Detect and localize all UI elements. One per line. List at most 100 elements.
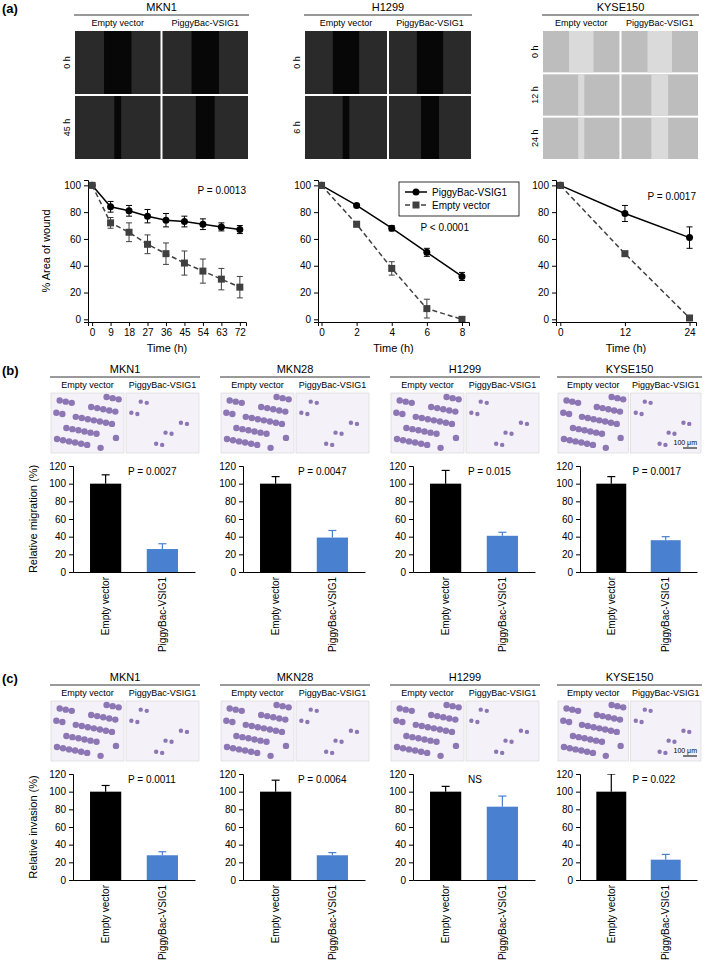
stained-cell <box>239 400 245 406</box>
x-tick-label: PiggyBac-VSIG1 <box>660 577 671 652</box>
y-tick: 120 <box>219 461 243 472</box>
y-tick-label: 120 <box>49 769 66 780</box>
stained-cell <box>431 725 437 731</box>
y-tick: 100 <box>219 478 243 489</box>
y-tick: 60 <box>55 822 73 833</box>
stained-cell <box>113 435 119 441</box>
micrograph <box>558 701 629 761</box>
y-tick: 0 <box>75 314 88 325</box>
y-tick: 60 <box>55 514 73 525</box>
x-axis-line <box>581 880 698 881</box>
stained-cell <box>263 431 269 437</box>
plot-area <box>557 182 693 322</box>
image-column-label: Empty vector <box>555 18 608 28</box>
y-tick: 80 <box>70 207 88 218</box>
stained-cell <box>393 410 399 416</box>
y-tick: 20 <box>395 549 413 560</box>
y-tick: 40 <box>538 260 556 271</box>
stained-cell <box>226 397 232 403</box>
y-tick: 60 <box>538 234 556 245</box>
stained-cell <box>109 421 115 427</box>
stained-cell <box>85 416 91 422</box>
y-tick-label: 80 <box>55 496 67 507</box>
stained-cell <box>66 438 72 444</box>
y-tick-mark <box>239 809 243 810</box>
x-tick-label: Empty vector <box>440 884 451 943</box>
error-bar <box>145 209 151 222</box>
y-tick-mark <box>239 792 243 793</box>
stained-cell <box>617 716 623 722</box>
y-tick: 40 <box>55 531 73 542</box>
error-cap <box>163 213 169 214</box>
x-tick-label: 6 <box>425 327 431 338</box>
x-tick: 72 <box>235 322 247 338</box>
x-tick: 18 <box>124 322 136 338</box>
stained-cell <box>236 438 242 444</box>
y-tick-mark <box>239 862 243 863</box>
stained-cell <box>69 400 75 406</box>
stained-cell <box>299 411 303 415</box>
y-tick: 100 <box>389 478 413 489</box>
stained-cell <box>639 412 643 416</box>
y-tick-mark <box>69 774 73 775</box>
x-tick: 0 <box>90 322 96 338</box>
y-tick: 0 <box>60 875 73 886</box>
error-cap <box>200 259 206 260</box>
scale-bar <box>683 756 697 757</box>
x-tick: 63 <box>216 322 228 338</box>
data-point <box>236 284 243 291</box>
panel-label: (b) <box>2 363 19 378</box>
stained-cell <box>453 743 459 749</box>
stained-cell <box>88 712 94 718</box>
stained-cell <box>276 407 282 413</box>
stained-cell <box>103 702 109 708</box>
error-cap <box>181 275 187 276</box>
x-tick-label: PiggyBac-VSIG1 <box>327 885 338 960</box>
bar-chart: KYSE150Empty vectorPiggyBac-VSIG1100 μm0… <box>556 671 702 960</box>
x-tick: 24 <box>684 322 696 338</box>
y-tick: 40 <box>225 839 243 850</box>
stained-cell <box>160 443 164 447</box>
y-tick-mark <box>69 792 73 793</box>
y-tick-mark <box>69 862 73 863</box>
y-tick-mark <box>314 266 318 267</box>
y-tick: 100 <box>64 180 88 191</box>
x-axis-line <box>74 880 196 881</box>
stained-cell <box>242 439 248 445</box>
image-row-label: 6 h <box>292 121 302 134</box>
stained-cell <box>455 704 461 710</box>
stained-cell <box>330 443 334 447</box>
y-tick-mark <box>239 774 243 775</box>
error-cap <box>389 275 395 276</box>
y-tick: 20 <box>562 549 580 560</box>
y-axis-line <box>239 467 244 573</box>
y-tick-label: 60 <box>55 822 67 833</box>
stained-cell <box>519 729 523 733</box>
error-cap <box>218 268 224 269</box>
stained-cell <box>145 709 149 713</box>
y-tick-label: 40 <box>55 531 67 542</box>
micrograph <box>389 31 471 94</box>
legend: PiggyBac-VSIG1Empty vector <box>399 182 519 216</box>
stained-cell <box>561 744 567 750</box>
data-point <box>126 207 133 214</box>
wound-gap <box>192 31 219 94</box>
stained-cell <box>276 715 282 721</box>
x-tick: 0 <box>558 322 564 338</box>
error-bar <box>200 219 206 230</box>
stained-cell <box>440 406 446 412</box>
stained-cell <box>129 719 133 723</box>
error-cap <box>272 476 280 477</box>
y-axis-line <box>552 181 557 323</box>
stained-cell <box>261 725 267 731</box>
plot-area <box>596 477 680 572</box>
stained-cell <box>400 437 406 443</box>
stained-cell <box>78 441 84 447</box>
stained-cell <box>593 737 599 743</box>
y-tick-mark <box>314 319 318 320</box>
bar <box>260 792 291 880</box>
y-tick-label: 40 <box>538 260 550 271</box>
y-tick-label: 0 <box>305 314 311 325</box>
y-axis: 020406080100 <box>294 180 318 325</box>
bar <box>487 807 518 880</box>
